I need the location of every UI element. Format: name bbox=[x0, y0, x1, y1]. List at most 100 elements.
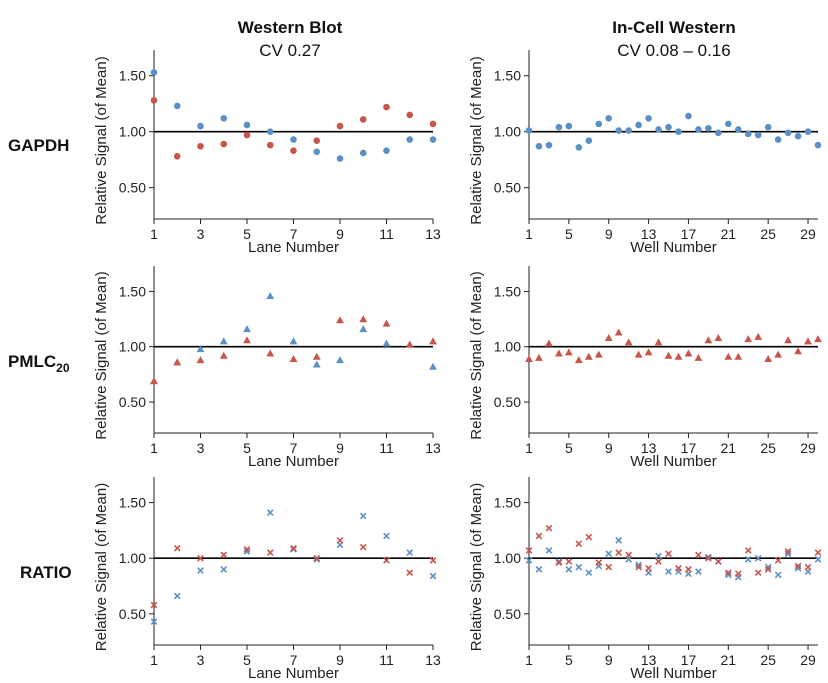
data-point-blue bbox=[197, 567, 204, 574]
x-tick-label: 21 bbox=[721, 652, 737, 668]
data-point-blue bbox=[744, 555, 752, 563]
data-point-red bbox=[704, 336, 713, 344]
x-axis-label: Well Number bbox=[630, 239, 716, 256]
data-point-blue bbox=[695, 126, 702, 133]
data-point-red bbox=[429, 337, 437, 345]
data-point-red bbox=[595, 559, 603, 567]
x-axis-label: Lane Number bbox=[248, 239, 339, 256]
data-point-red bbox=[565, 558, 573, 565]
data-point-blue bbox=[635, 121, 642, 129]
data-point-blue bbox=[289, 337, 298, 345]
data-point-red bbox=[336, 537, 344, 544]
data-point-red bbox=[266, 349, 275, 357]
data-point-red bbox=[555, 559, 563, 567]
data-point-red bbox=[290, 147, 297, 155]
data-point-blue bbox=[774, 136, 782, 143]
data-point-blue bbox=[665, 568, 672, 575]
data-point-red bbox=[383, 103, 390, 111]
data-point-blue bbox=[585, 569, 593, 577]
row-label-pmlc20-main: PMLC bbox=[8, 352, 56, 371]
x-tick-label: 13 bbox=[425, 440, 441, 456]
x-tick-label: 11 bbox=[379, 652, 394, 668]
data-point-blue bbox=[615, 127, 622, 134]
data-point-blue bbox=[595, 120, 603, 128]
x-tick-label: 29 bbox=[800, 652, 816, 668]
data-point-red bbox=[694, 353, 703, 361]
data-point-red bbox=[266, 141, 274, 149]
data-point-blue bbox=[645, 114, 652, 122]
column-title-in-cell-western: In-Cell Western bbox=[612, 18, 735, 37]
x-tick-label: 29 bbox=[800, 226, 816, 242]
data-point-red bbox=[585, 533, 593, 541]
data-point-blue bbox=[313, 148, 321, 156]
row-label-pmlc20-subscript: 20 bbox=[56, 361, 70, 375]
data-point-blue bbox=[685, 112, 692, 120]
data-point-blue bbox=[814, 555, 822, 563]
data-point-red bbox=[734, 570, 742, 578]
data-point-red bbox=[655, 558, 662, 565]
data-point-red bbox=[724, 352, 733, 360]
data-point-red bbox=[313, 137, 321, 144]
data-point-blue bbox=[359, 149, 367, 157]
x-tick-label: 21 bbox=[721, 226, 737, 242]
data-point-blue bbox=[359, 512, 367, 520]
data-point-blue bbox=[565, 122, 573, 130]
data-point-red bbox=[734, 352, 743, 360]
data-point-red bbox=[173, 544, 181, 552]
data-point-blue bbox=[804, 128, 812, 136]
data-point-red bbox=[150, 601, 158, 609]
data-point-blue bbox=[555, 123, 563, 131]
y-tick-label: 1.50 bbox=[494, 495, 521, 511]
data-point-blue bbox=[525, 127, 533, 134]
data-point-red bbox=[336, 122, 344, 130]
data-point-red bbox=[814, 549, 822, 557]
data-point-blue bbox=[535, 565, 543, 573]
x-tick-label: 13 bbox=[425, 652, 441, 668]
data-point-blue bbox=[150, 618, 158, 626]
data-point-red bbox=[405, 340, 414, 348]
data-point-blue bbox=[724, 571, 732, 579]
data-point-red bbox=[429, 120, 437, 128]
data-point-red bbox=[219, 351, 228, 359]
x-tick-label: 1 bbox=[525, 226, 533, 242]
data-point-red bbox=[625, 551, 633, 559]
column-subtitle-in-cell-western: CV 0.08 – 0.16 bbox=[617, 41, 730, 60]
data-point-red bbox=[654, 338, 663, 346]
data-point-blue bbox=[525, 557, 533, 564]
x-tick-label: 1 bbox=[525, 652, 533, 668]
data-point-red bbox=[604, 333, 613, 342]
data-point-blue bbox=[243, 548, 251, 555]
data-point-red bbox=[545, 339, 553, 347]
data-point-red bbox=[614, 328, 623, 336]
data-point-blue bbox=[764, 563, 772, 571]
data-point-red bbox=[714, 333, 723, 342]
data-point-blue bbox=[429, 572, 437, 580]
x-tick-label: 9 bbox=[336, 652, 344, 668]
data-point-blue bbox=[794, 132, 802, 140]
y-tick-label: 1.00 bbox=[494, 550, 521, 566]
data-point-red bbox=[574, 356, 583, 364]
x-axis-label: Well Number bbox=[630, 453, 716, 470]
x-tick-label: 1 bbox=[150, 652, 158, 668]
data-point-blue bbox=[695, 568, 702, 575]
data-point-red bbox=[644, 348, 653, 356]
x-tick-label: 29 bbox=[800, 440, 816, 456]
data-point-blue bbox=[383, 532, 390, 540]
data-point-blue bbox=[585, 137, 593, 144]
data-point-blue bbox=[565, 565, 573, 573]
data-point-red bbox=[359, 315, 368, 323]
data-point-red bbox=[634, 350, 643, 358]
data-point-blue bbox=[266, 128, 274, 136]
x-tick-label: 9 bbox=[336, 440, 344, 456]
data-point-red bbox=[554, 349, 563, 357]
data-point-blue bbox=[784, 129, 792, 137]
data-point-blue bbox=[635, 561, 642, 569]
y-axis-label: Relative Signal (of Mean) bbox=[93, 271, 110, 439]
data-point-red bbox=[615, 549, 623, 557]
data-point-red bbox=[197, 554, 204, 562]
y-axis-label: Relative Signal (of Mean) bbox=[93, 56, 110, 224]
data-point-red bbox=[814, 335, 822, 343]
y-tick-label: 1.50 bbox=[119, 495, 146, 511]
